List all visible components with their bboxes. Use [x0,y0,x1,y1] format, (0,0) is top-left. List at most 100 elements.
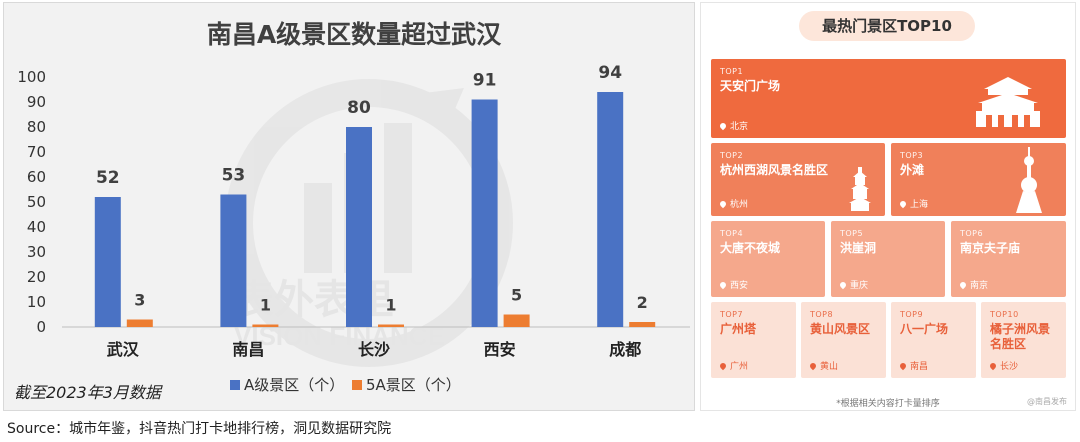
y-tick-label: 10 [27,293,46,311]
rank-card-6: TOP6 南京夫子庙 南京 [951,221,1066,297]
location-pin-icon [898,361,908,371]
x-category-label: 西安 [484,340,516,359]
data-label-a-level: 94 [598,63,622,83]
city-name: 重庆 [850,281,869,291]
category-labels: 武汉 南昌 长沙 西安 成都 [107,340,641,359]
location-pin-icon [898,199,908,209]
bar-a-level [471,99,498,327]
legend-swatch-a [230,380,240,390]
city-name: 南京 [970,281,989,291]
location-pin-icon [718,121,728,131]
data-label-a-level: 91 [473,71,497,91]
y-tick-label: 20 [27,268,46,286]
rank-label: TOP1 [720,67,744,76]
rank-card-10: TOP10 橘子洲风景名胜区 长沙 [981,302,1066,378]
city-location: 南京 [958,278,989,291]
scenic-name: 八一广场 [900,322,949,336]
bar-a-level [346,127,372,327]
scenic-name: 黄山风景区 [810,322,871,336]
scenic-name: 天安门广场 [720,79,781,93]
legend-label-a: A级景区（个） [244,376,344,394]
data-label-5a: 5 [511,286,522,305]
rank-card-5: TOP5 洪崖洞 重庆 [831,221,945,297]
rank-label: TOP3 [900,151,924,160]
bar-5a [126,319,153,327]
y-tick-label: 0 [36,318,46,336]
scenic-name: 橘子洲风景名胜区 [990,322,1051,351]
rank-label: TOP9 [900,310,924,319]
city-location: 南昌 [898,359,928,372]
scenic-name: 杭州西湖风景名胜区 [720,163,829,177]
city-name: 黄山 [820,362,839,372]
tiananmen-icon [976,77,1040,127]
rank-label: TOP4 [720,229,744,238]
rank-label: TOP5 [840,229,864,238]
location-pin-icon [808,361,818,371]
location-pin-icon [838,280,848,290]
legend-swatch-5a [352,380,362,390]
location-pin-icon [988,361,998,371]
rank-label: TOP2 [720,151,744,160]
chart-footnote: 截至2023年3月数据 [14,383,163,402]
bar-5a [503,314,530,327]
rank-label: TOP7 [720,310,744,319]
ranking-note: *根据相关内容打卡量排序 [836,399,940,409]
ranking-panel: 最热门景区TOP10 TOP1 天安门广场 北京 TOP2 杭州西湖风景名胜区 … [700,2,1076,411]
rank-label: TOP8 [810,310,834,319]
data-label-5a: 1 [385,296,396,315]
chart-title: 南昌A级景区数量超过武汉 [207,20,502,49]
chart-panel: 表外表里 VISION FINANCE 南昌A级景区数量超过武汉 0 10 20 30… [3,2,695,411]
city-location: 北京 [718,119,749,132]
data-label-a-level: 80 [347,98,371,118]
city-name: 北京 [730,122,749,132]
rank-card-2: TOP2 杭州西湖风景名胜区 杭州 [711,143,885,216]
bar-a-level [597,92,624,327]
y-tick-label: 100 [17,68,46,86]
legend-label-5a: 5A景区（个） [366,376,461,394]
rank-card-7: TOP7 广州塔 广州 [711,302,796,378]
bar-chart: 表外表里 VISION FINANCE 南昌A级景区数量超过武汉 0102030… [14,20,690,402]
scenic-name: 广州塔 [720,322,757,336]
bar-5a [252,324,279,327]
x-category-label: 武汉 [107,340,140,359]
bar-a-level [94,197,121,327]
rank-card-8: TOP8 黄山风景区 黄山 [801,302,886,378]
rank-card-3: TOP3 外滩 上海 [891,143,1066,216]
pagoda-icon [849,167,871,211]
data-label-a-level: 52 [96,168,120,188]
city-location: 西安 [718,278,749,291]
x-category-label: 成都 [609,340,641,359]
scenic-name: 外滩 [900,163,925,177]
y-axis-ticks: 0 10 20 30 40 50 60 70 80 90 100 [17,68,46,336]
city-name: 广州 [730,362,749,372]
city-location: 杭州 [718,197,749,210]
scenic-name: 大唐不夜城 [720,241,781,255]
data-label-5a: 2 [637,293,648,312]
tv-tower-icon [1016,147,1042,213]
y-tick-label: 40 [27,218,46,236]
city-name: 西安 [730,281,749,291]
bar-5a [378,324,404,327]
city-location: 上海 [898,197,929,210]
city-name: 长沙 [1000,362,1019,372]
rank-label: TOP10 [990,310,1019,319]
city-location: 长沙 [988,359,1019,372]
data-label-5a: 3 [134,291,145,310]
city-name: 杭州 [730,200,749,210]
location-pin-icon [718,199,728,209]
data-label-5a: 1 [260,296,271,315]
city-location: 黄山 [808,359,839,372]
city-name: 上海 [910,200,929,210]
y-tick-label: 90 [27,93,46,111]
x-category-label: 南昌 [232,340,264,359]
y-tick-label: 80 [27,118,46,136]
y-tick-label: 60 [27,168,46,186]
x-category-label: 长沙 [358,340,390,359]
bars-group: 52 3 53 1 80 1 91 5 94 2 [94,63,656,327]
y-tick-label: 70 [27,143,46,161]
location-pin-icon [958,280,968,290]
rank-card-9: TOP9 八一广场 南昌 [891,302,976,378]
city-location: 广州 [718,359,749,372]
city-location: 重庆 [838,278,869,291]
rank-card-1: TOP1 天安门广场 北京 [711,59,1066,138]
